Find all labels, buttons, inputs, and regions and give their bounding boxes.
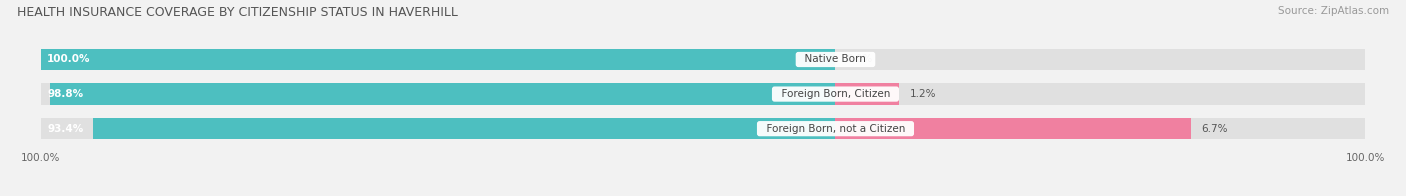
- Bar: [41, 49, 1365, 70]
- Text: Native Born: Native Born: [799, 54, 873, 64]
- Text: 100.0%: 100.0%: [48, 54, 90, 64]
- Text: Source: ZipAtlas.com: Source: ZipAtlas.com: [1278, 6, 1389, 16]
- Text: 100.0%: 100.0%: [1346, 153, 1385, 163]
- Text: Foreign Born, not a Citizen: Foreign Born, not a Citizen: [759, 124, 911, 134]
- Bar: [93, 118, 835, 139]
- Text: 93.4%: 93.4%: [48, 124, 83, 134]
- Text: 98.8%: 98.8%: [48, 89, 83, 99]
- Bar: [835, 118, 1191, 139]
- Bar: [41, 49, 835, 70]
- Text: 1.2%: 1.2%: [910, 89, 936, 99]
- Text: Foreign Born, Citizen: Foreign Born, Citizen: [775, 89, 897, 99]
- Text: 6.7%: 6.7%: [1201, 124, 1227, 134]
- Bar: [835, 83, 898, 105]
- Text: HEALTH INSURANCE COVERAGE BY CITIZENSHIP STATUS IN HAVERHILL: HEALTH INSURANCE COVERAGE BY CITIZENSHIP…: [17, 6, 458, 19]
- Text: 0.0%: 0.0%: [846, 54, 872, 64]
- Bar: [51, 83, 835, 105]
- Bar: [41, 118, 1365, 139]
- Bar: [41, 83, 1365, 105]
- Text: 100.0%: 100.0%: [21, 153, 60, 163]
